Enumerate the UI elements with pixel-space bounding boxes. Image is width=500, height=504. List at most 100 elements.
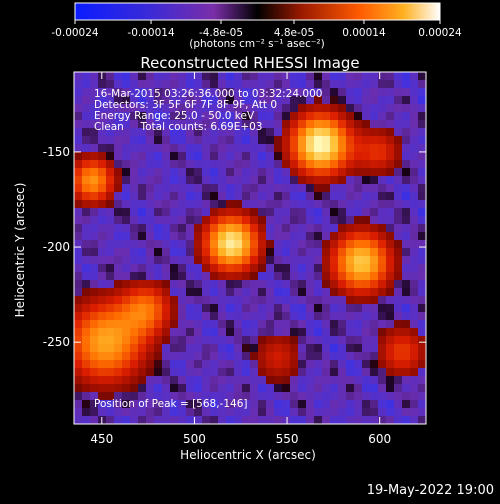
heatmap-cell: [266, 160, 275, 169]
heatmap-cell: [258, 360, 267, 369]
heatmap-cell: [146, 120, 155, 129]
heatmap-cell: [338, 104, 347, 113]
heatmap-cell: [274, 80, 283, 89]
heatmap-cell: [210, 320, 219, 329]
heatmap-cell: [354, 392, 363, 401]
heatmap-cell: [162, 128, 171, 137]
heatmap-cell: [138, 336, 147, 345]
heatmap-cell: [114, 144, 123, 153]
heatmap-cell: [378, 168, 387, 177]
heatmap-cell: [330, 360, 339, 369]
heatmap-cell: [274, 96, 283, 105]
heatmap-cell: [402, 184, 411, 193]
heatmap-cell: [298, 384, 307, 393]
heatmap-cell: [130, 344, 139, 353]
heatmap-cell: [162, 312, 171, 321]
heatmap-cell: [370, 112, 379, 121]
heatmap-cell: [242, 312, 251, 321]
heatmap-cell: [266, 232, 275, 241]
heatmap-cell: [330, 104, 339, 113]
heatmap-cell: [242, 416, 251, 424]
heatmap-cell: [154, 304, 163, 313]
heatmap-cell: [370, 304, 379, 313]
heatmap-cell: [218, 256, 227, 265]
heatmap-cell: [90, 80, 99, 89]
y-tick-label: -250: [43, 335, 70, 349]
heatmap-cell: [402, 168, 411, 177]
heatmap-cell: [186, 144, 195, 153]
heatmap-cell: [74, 312, 83, 321]
heatmap-cell: [354, 296, 363, 305]
heatmap-cell: [234, 152, 243, 161]
heatmap-cell: [186, 128, 195, 137]
heatmap-cell: [338, 264, 347, 273]
heatmap-cell: [218, 336, 227, 345]
heatmap-cell: [274, 120, 283, 129]
heatmap-cell: [234, 192, 243, 201]
heatmap-cell: [122, 160, 131, 169]
heatmap-cell: [162, 320, 171, 329]
heatmap-cell: [354, 168, 363, 177]
heatmap-cell: [322, 352, 331, 361]
heatmap-cell: [202, 304, 211, 313]
heatmap-cell: [306, 208, 315, 217]
heatmap-cell: [154, 376, 163, 385]
heatmap-cell: [410, 384, 419, 393]
heatmap-cell: [322, 280, 331, 289]
heatmap-cell: [330, 224, 339, 233]
heatmap-cell: [202, 224, 211, 233]
heatmap-cell: [338, 288, 347, 297]
heatmap-cell: [218, 112, 227, 121]
heatmap-cell: [242, 376, 251, 385]
heatmap-cell: [74, 400, 83, 409]
heatmap-cell: [90, 320, 99, 329]
heatmap-cell: [402, 224, 411, 233]
heatmap-cell: [138, 280, 147, 289]
heatmap-cell: [114, 280, 123, 289]
heatmap-cell: [114, 384, 123, 393]
heatmap-cell: [378, 216, 387, 225]
heatmap-cell: [354, 128, 363, 137]
heatmap-cell: [322, 408, 331, 417]
heatmap-cell: [346, 336, 355, 345]
heatmap-cell: [114, 216, 123, 225]
heatmap-cell: [306, 72, 315, 81]
heatmap-cell: [282, 280, 291, 289]
heatmap-cell: [338, 336, 347, 345]
heatmap-cell: [138, 368, 147, 377]
heatmap-cell: [146, 296, 155, 305]
heatmap-cell: [274, 224, 283, 233]
info-line-detectors: Detectors: 3F 5F 6F 7F 8F 9F, Att 0: [94, 99, 277, 111]
heatmap-cell: [98, 272, 107, 281]
heatmap-cell: [130, 272, 139, 281]
heatmap-cell: [258, 392, 267, 401]
heatmap-cell: [162, 120, 171, 129]
heatmap-cell: [130, 96, 139, 105]
heatmap-cell: [114, 112, 123, 121]
heatmap-cell: [82, 336, 91, 345]
heatmap-cell: [186, 216, 195, 225]
heatmap-cell: [162, 144, 171, 153]
heatmap-cell: [410, 376, 419, 385]
heatmap-cell: [298, 264, 307, 273]
heatmap-cell: [178, 136, 187, 145]
heatmap-cell: [394, 416, 403, 424]
heatmap-cell: [114, 88, 123, 97]
heatmap-cell: [162, 288, 171, 297]
heatmap-cell: [362, 360, 371, 369]
heatmap-cell: [354, 376, 363, 385]
heatmap-cell: [410, 312, 419, 321]
heatmap-cell: [114, 96, 123, 105]
heatmap-cell: [98, 288, 107, 297]
heatmap-cell: [130, 288, 139, 297]
heatmap-cell: [306, 104, 315, 113]
heatmap-cell: [266, 368, 275, 377]
info-panel: 16-Mar-2015 03:26:36.000 to 03:32:24.000…: [94, 88, 322, 410]
heatmap-cell: [186, 272, 195, 281]
heatmap-cell: [130, 120, 139, 129]
heatmap-cell: [202, 312, 211, 321]
heatmap-cell: [354, 160, 363, 169]
heatmap-cell: [386, 408, 395, 417]
heatmap-cell: [290, 256, 299, 265]
heatmap-cell: [210, 120, 219, 129]
